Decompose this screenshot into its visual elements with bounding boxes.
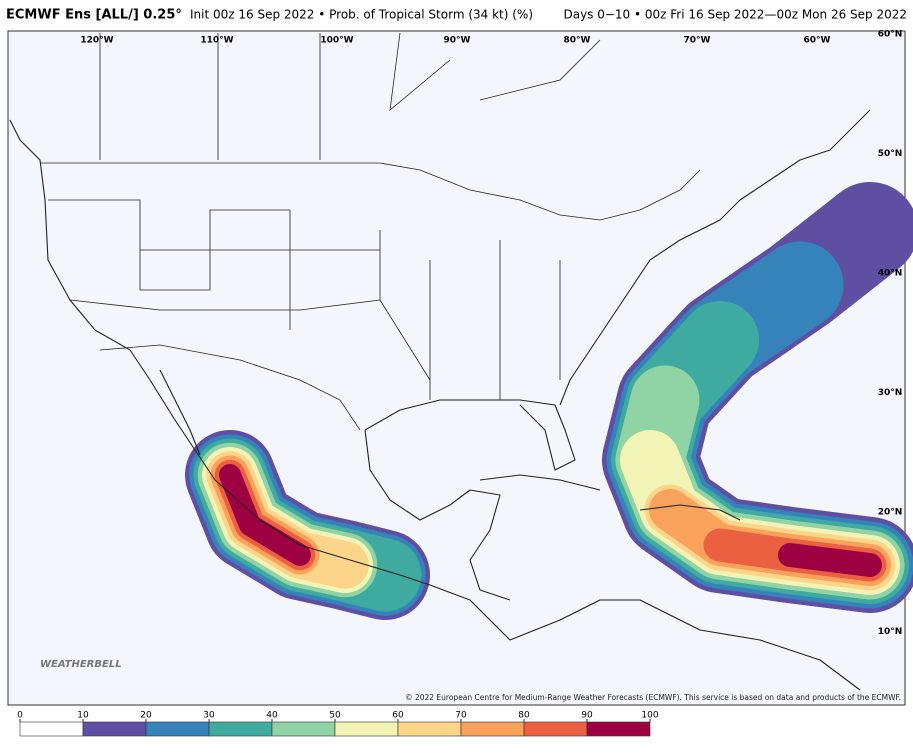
colorbar-tick-label: 50 [329, 711, 341, 721]
coastlines [9, 32, 871, 691]
colorbar-segment [523, 721, 588, 737]
probability-band [778, 543, 882, 577]
colorbar-tick-label: 10 [77, 711, 89, 721]
probability-field [185, 182, 913, 620]
province-borders [99, 32, 601, 160]
probability-band [219, 464, 311, 566]
copyright: © 2022 European Centre for Medium-Range … [405, 693, 901, 702]
latitude-label: 60°N [878, 30, 903, 40]
gulf-coast [364, 399, 576, 601]
south-america [509, 599, 861, 691]
description: Init 00z 16 Sep 2022 • Prob. of Tropical… [190, 8, 533, 22]
state-borders [48, 199, 561, 400]
colorbar-tick-label: 30 [203, 711, 215, 721]
colorbar-tick-label: 40 [266, 711, 278, 721]
colorbar-segment [82, 721, 147, 737]
baja [159, 369, 201, 456]
colorbar: 0 10 20 30 40 50 60 70 80 90 100 [17, 711, 659, 737]
colorbar-tick-label: 80 [518, 711, 530, 721]
latitude-label: 50°N [878, 149, 903, 159]
colorbar-tick-label: 0 [17, 711, 23, 721]
period: Days 0−10 • 00z Fri 16 Sep 2022—00z Mon … [563, 8, 907, 22]
colorbar-tick-label: 90 [581, 711, 593, 721]
colorbar-segment [271, 721, 336, 737]
longitude-label: 70°W [684, 36, 711, 46]
caribbean [479, 474, 741, 521]
east-coast [559, 109, 871, 406]
colorbar-tick-label: 70 [455, 711, 467, 721]
colorbar-segment [19, 721, 84, 737]
latitude-label: 20°N [878, 508, 903, 518]
longitude-label: 100°W [320, 36, 353, 46]
logo: WEATHERBELL [40, 659, 122, 670]
longitude-label: 80°W [564, 36, 591, 46]
mexico-border [99, 344, 361, 431]
longitude-label: 110°W [200, 36, 233, 46]
colorbar-tick-label: 60 [392, 711, 404, 721]
latitude-label: 30°N [878, 388, 903, 398]
longitude-label: 60°W [804, 36, 831, 46]
latitude-label: 40°N [878, 269, 903, 279]
colorbar-segment [208, 721, 273, 737]
colorbar-tick-label: 100 [641, 711, 658, 721]
longitude-label: 120°W [80, 36, 113, 46]
longitude-label: 90°W [444, 36, 471, 46]
colorbar-segment [334, 721, 399, 737]
model-title: ECMWF Ens [ALL/] 0.25° [6, 8, 182, 23]
colorbar-segment [586, 721, 651, 737]
pacific-coast [9, 119, 511, 641]
latitude-label: 10°N [878, 627, 903, 637]
colorbar-tick-label: 20 [140, 711, 152, 721]
colorbar-segment [145, 721, 210, 737]
colorbar-segment [460, 721, 525, 737]
colorbar-segment [397, 721, 462, 737]
canada-border [40, 162, 701, 221]
